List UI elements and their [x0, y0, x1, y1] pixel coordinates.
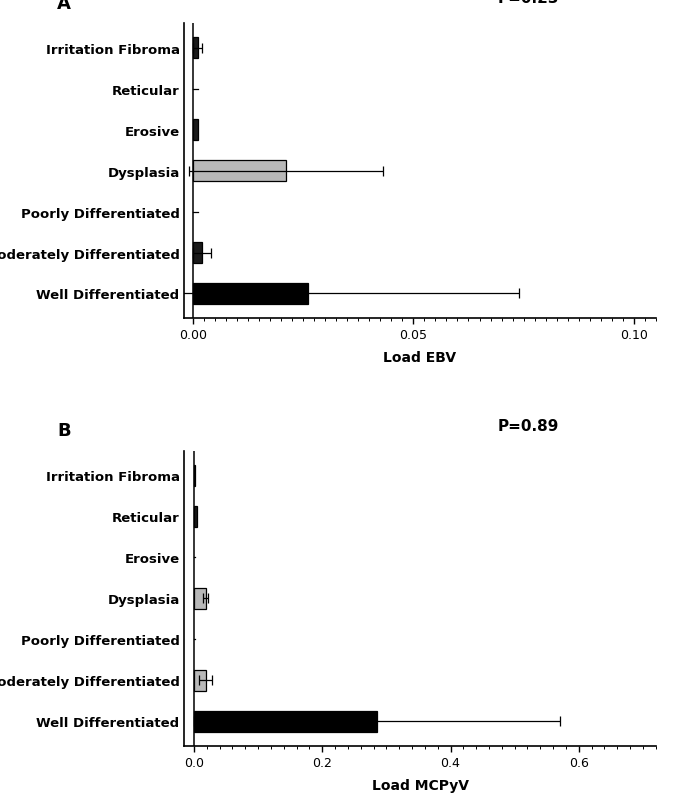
Text: P=0.89: P=0.89 [498, 419, 559, 434]
Text: P=0.23: P=0.23 [498, 0, 559, 6]
Bar [194, 670, 206, 691]
Text: A: A [57, 0, 71, 13]
Bar [193, 119, 197, 141]
Bar [194, 506, 197, 528]
Bar [193, 160, 285, 182]
Bar [193, 38, 197, 59]
X-axis label: Load MCPyV: Load MCPyV [372, 778, 469, 792]
Bar [194, 588, 206, 610]
Bar [193, 242, 202, 264]
Bar [194, 711, 377, 732]
Text: B: B [57, 422, 71, 439]
Bar [193, 283, 308, 305]
X-axis label: Load EBV: Load EBV [383, 350, 457, 364]
